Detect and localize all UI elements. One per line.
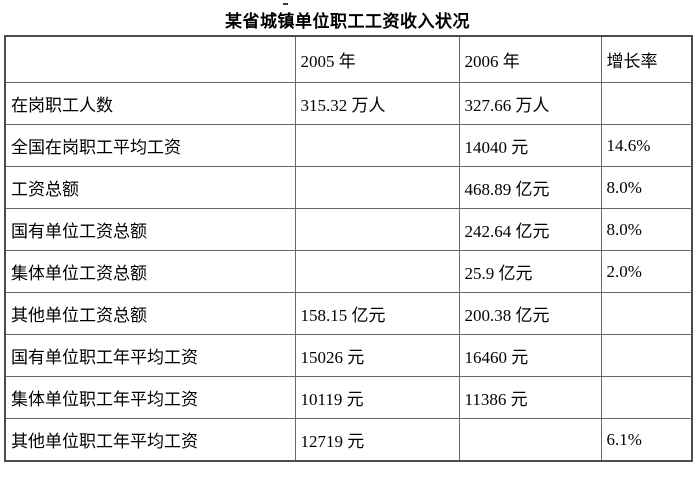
table-row: 集体单位工资总额 25.9 亿元 2.0% [4,250,693,293]
cell-growth [600,292,693,335]
cell-2006: 468.89 亿元 [458,166,602,209]
cell-2006: 200.38 亿元 [458,292,602,335]
cell-growth [600,82,693,125]
cell-2006: 16460 元 [458,334,602,377]
cell-growth [600,334,693,377]
cell-growth: 8.0% [600,166,693,209]
header-growth-rate: 增长率 [600,35,693,83]
row-label: 全国在岗职工平均工资 [4,124,296,167]
table-row: 其他单位职工年平均工资 12719 元 6.1% [4,418,693,462]
row-label: 集体单位职工年平均工资 [4,376,296,419]
cell-2006: 25.9 亿元 [458,250,602,293]
header-year-2006: 2006 年 [458,35,602,83]
cell-2006: 327.66 万人 [458,82,602,125]
cell-2006 [458,418,602,462]
cell-2005 [294,208,460,251]
row-label: 工资总额 [4,166,296,209]
cell-growth [600,376,693,419]
table-row: 国有单位职工年平均工资 15026 元 16460 元 [4,334,693,377]
table-row: 其他单位工资总额 158.15 亿元 200.38 亿元 [4,292,693,335]
header-year-2005: 2005 年 [294,35,460,83]
cell-2006: 242.64 亿元 [458,208,602,251]
cell-2006: 14040 元 [458,124,602,167]
row-label: 国有单位职工年平均工资 [4,334,296,377]
cell-growth: 8.0% [600,208,693,251]
cell-growth: 6.1% [600,418,693,462]
table-row: 全国在岗职工平均工资 14040 元 14.6% [4,124,693,167]
cell-2005 [294,166,460,209]
cell-2005: 158.15 亿元 [294,292,460,335]
row-label: 其他单位职工年平均工资 [4,418,296,462]
cell-growth: 14.6% [600,124,693,167]
cell-2005: 12719 元 [294,418,460,462]
row-label: 在岗职工人数 [4,82,296,125]
row-label: 国有单位工资总额 [4,208,296,251]
table-row: 在岗职工人数 315.32 万人 327.66 万人 [4,82,693,125]
cell-2006: 11386 元 [458,376,602,419]
page-title: 某省城镇单位职工工资收入状况 [225,12,470,31]
cell-2005: 10119 元 [294,376,460,419]
row-label: 其他单位工资总额 [4,292,296,335]
cell-2005 [294,250,460,293]
table-row: 国有单位工资总额 242.64 亿元 8.0% [4,208,693,251]
cell-2005 [294,124,460,167]
table-header-row: 2005 年 2006 年 增长率 [4,35,693,83]
stray-mark-dot [283,3,288,5]
header-row-label [4,35,296,83]
table-row: 工资总额 468.89 亿元 8.0% [4,166,693,209]
wage-income-table: 2005 年 2006 年 增长率 在岗职工人数 315.32 万人 327.6… [4,35,693,462]
cell-growth: 2.0% [600,250,693,293]
row-label: 集体单位工资总额 [4,250,296,293]
table-row: 集体单位职工年平均工资 10119 元 11386 元 [4,376,693,419]
cell-2005: 315.32 万人 [294,82,460,125]
cell-2005: 15026 元 [294,334,460,377]
